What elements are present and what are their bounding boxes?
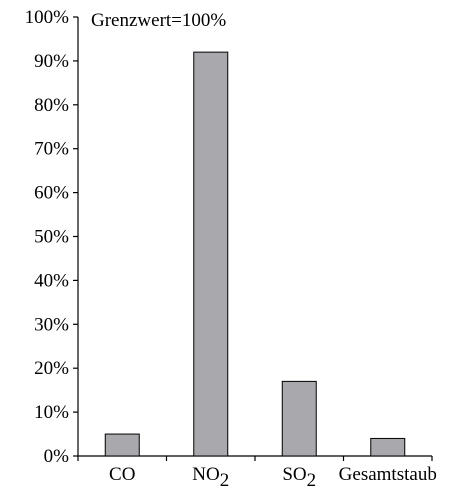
x-tick-label: NO2 xyxy=(192,464,229,486)
x-tick-label: Gesamtstaub xyxy=(339,464,437,485)
bar xyxy=(104,433,140,457)
bar xyxy=(193,51,229,457)
y-tick-label: 40% xyxy=(34,270,69,291)
bars xyxy=(104,51,406,457)
y-axis: 0% 10% 20% 30% 40% 50% 60% 70% 80% 90% 100% xyxy=(25,7,79,467)
y-tick-label: 100% xyxy=(25,7,70,28)
y-tick-label: 50% xyxy=(34,227,69,248)
y-tick-label: 90% xyxy=(34,51,69,72)
y-tick-label: 20% xyxy=(34,358,69,379)
x-axis: CO NO2 SO2 Gesamtstaub xyxy=(77,455,437,486)
bar xyxy=(370,437,406,457)
y-tick-label: 60% xyxy=(34,183,69,204)
y-tick-label: 0% xyxy=(44,446,70,467)
x-tick-label: CO xyxy=(109,464,135,485)
y-tick-label: 80% xyxy=(34,95,69,116)
y-tick-label: 30% xyxy=(34,314,69,335)
limit-annotation: Grenzwert=100% xyxy=(91,10,226,31)
y-tick-label: 10% xyxy=(34,402,69,423)
bar xyxy=(281,380,317,457)
x-tick-label: SO2 xyxy=(282,464,316,486)
y-tick-label: 70% xyxy=(34,139,69,160)
